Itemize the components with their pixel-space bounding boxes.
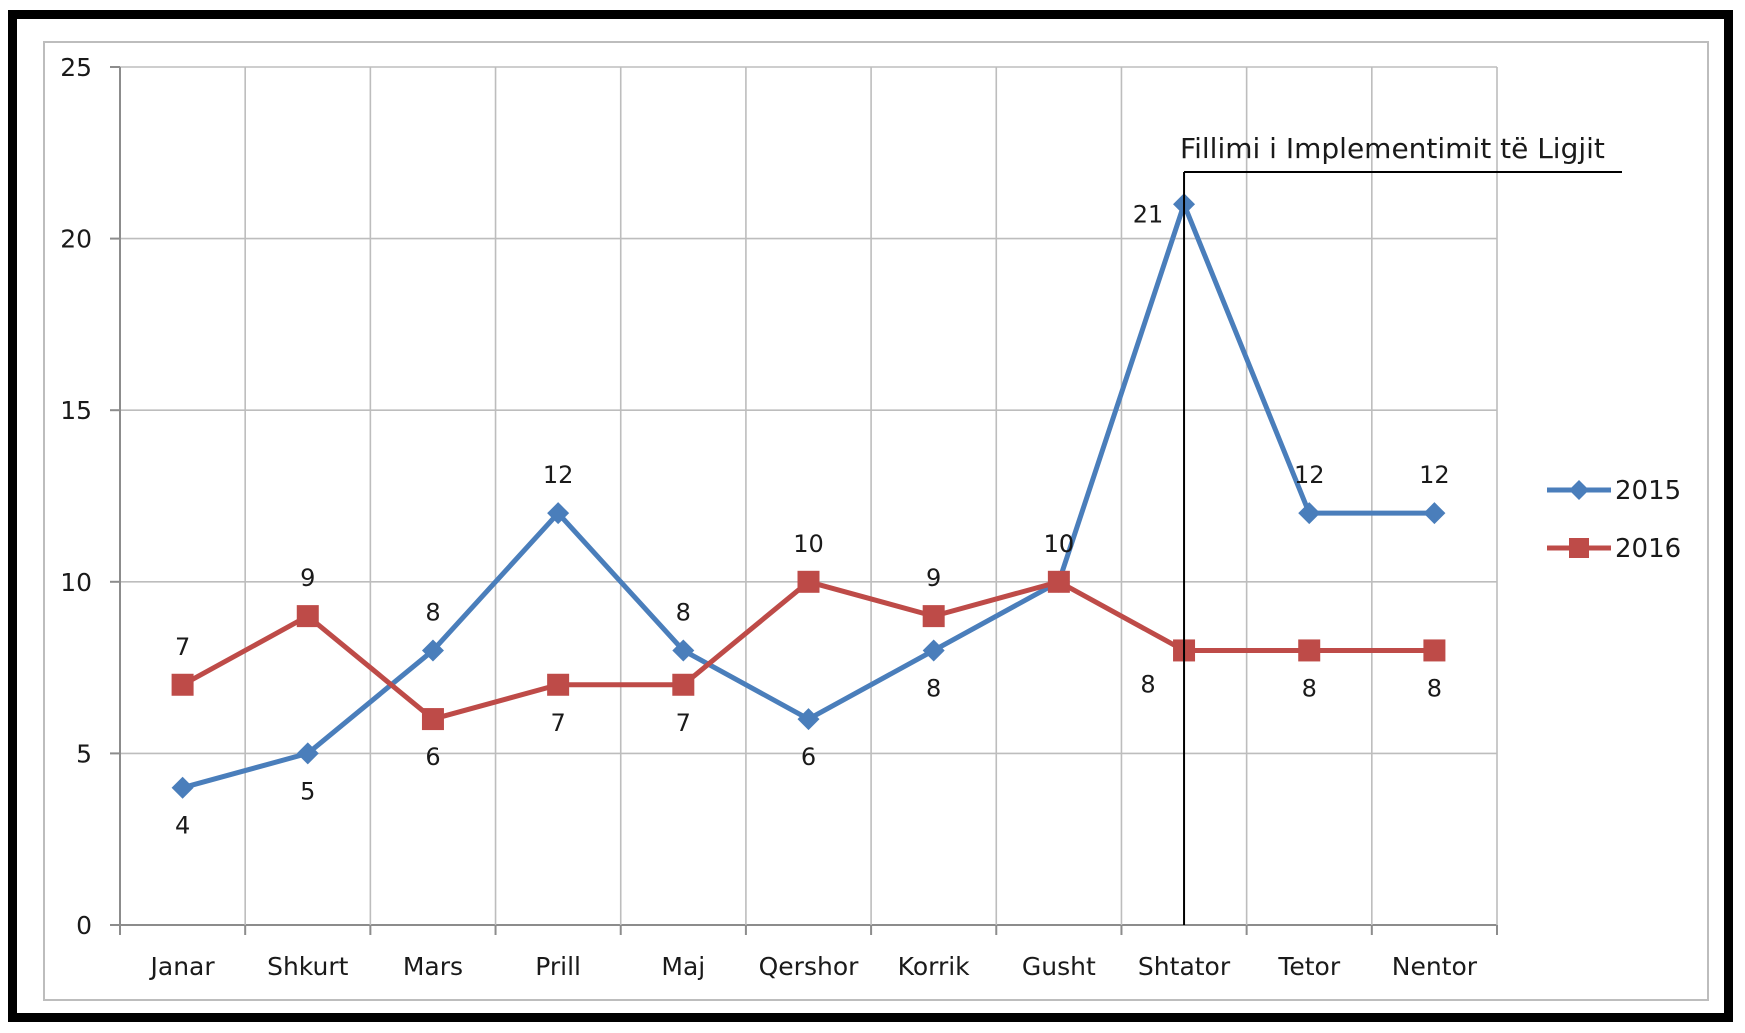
data-label-2015: 12	[543, 461, 574, 489]
marker-2016	[547, 673, 570, 696]
marker-2016	[672, 673, 695, 696]
marker-2015	[1423, 502, 1446, 525]
marker-2016	[1298, 639, 1321, 662]
x-tick-label: Mars	[403, 952, 463, 981]
marker-2016	[1423, 639, 1446, 662]
y-tick-label: 10	[60, 568, 92, 597]
data-label-2015: 8	[425, 598, 440, 626]
x-tick-label: Korrik	[898, 952, 971, 981]
data-label-2016: 8	[1427, 674, 1442, 702]
legend-label-2016: 2016	[1615, 534, 1681, 564]
marker-2015	[797, 708, 820, 731]
marker-2016	[421, 708, 444, 731]
data-label-2016: 7	[175, 633, 190, 661]
data-label-2016: 9	[926, 564, 941, 592]
data-label-2015: 12	[1294, 461, 1325, 489]
legend-label-2015: 2015	[1615, 476, 1681, 506]
x-tick-label: Tetor	[1277, 952, 1341, 981]
marker-2015	[171, 776, 194, 799]
marker-2015	[922, 639, 945, 662]
legend-marker-2015	[1569, 480, 1589, 500]
x-tick-label: Qershor	[759, 952, 860, 981]
data-label-2016: 8	[1140, 670, 1155, 698]
marker-2015	[296, 742, 319, 765]
data-label-2016: 10	[793, 530, 824, 558]
y-tick-label: 15	[60, 396, 92, 425]
data-label-2015: 10	[1044, 530, 1075, 558]
data-label-2015: 5	[300, 777, 315, 805]
data-label-2015: 8	[926, 674, 941, 702]
marker-2015	[672, 639, 695, 662]
marker-2015	[421, 639, 444, 662]
x-tick-label: Nentor	[1392, 952, 1478, 981]
marker-2016	[797, 570, 820, 593]
data-label-2016: 8	[1302, 674, 1317, 702]
marker-2016	[1047, 570, 1070, 593]
data-label-2015: 21	[1133, 200, 1164, 228]
data-label-2016: 7	[676, 709, 691, 737]
data-label-2016: 6	[425, 743, 440, 771]
annotation-label: Fillimi i Implementimit të Ligjit	[1180, 132, 1605, 165]
data-label-2016: 10	[1044, 530, 1075, 558]
x-tick-label: Shkurt	[267, 952, 349, 981]
x-tick-label: Maj	[661, 952, 705, 981]
marker-2016	[296, 605, 319, 628]
y-tick-label: 25	[60, 53, 92, 82]
data-label-2015: 8	[676, 598, 691, 626]
data-label-2016: 9	[300, 564, 315, 592]
y-tick-label: 5	[76, 739, 92, 768]
marker-2015	[1298, 502, 1321, 525]
marker-2015	[547, 502, 570, 525]
y-tick-label: 20	[60, 225, 92, 254]
data-label-2015: 4	[175, 812, 190, 840]
legend-marker-2016	[1569, 538, 1589, 558]
x-tick-label: Prill	[535, 952, 581, 981]
data-label-2015: 6	[801, 743, 816, 771]
x-tick-label: Janar	[149, 952, 216, 981]
data-label-2015: 12	[1419, 461, 1450, 489]
marker-2016	[171, 673, 194, 696]
data-label-2016: 7	[550, 709, 565, 737]
x-tick-label: Gusht	[1022, 952, 1096, 981]
x-tick-label: Shtator	[1138, 952, 1231, 981]
y-tick-label: 0	[76, 911, 92, 940]
marker-2016	[922, 605, 945, 628]
